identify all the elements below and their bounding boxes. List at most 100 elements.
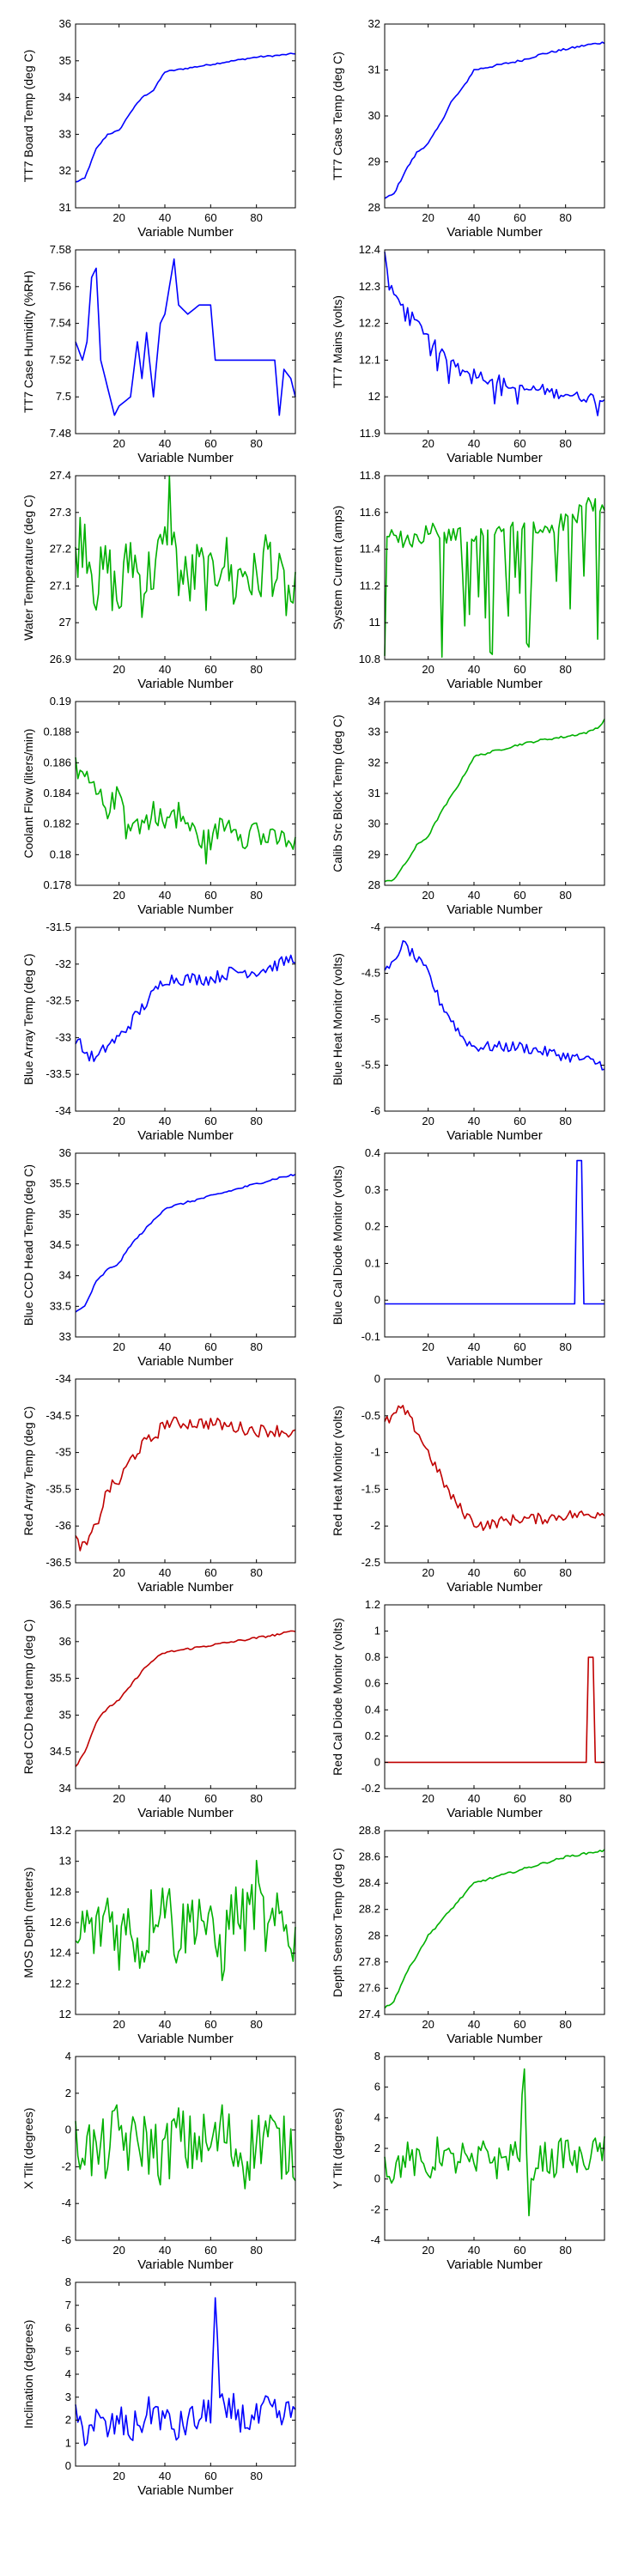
axes-frame bbox=[75, 1604, 296, 1789]
chart-panel-18: 20 40 60 80 27.4 27.6 27.8 28 28.2 28.4 28.6 28.8 Va… bbox=[331, 1824, 605, 2046]
x-axis-label: Variable Number bbox=[137, 1806, 233, 1820]
x-tick-label: 40 bbox=[468, 1566, 480, 1579]
y-tick-label: 11.8 bbox=[360, 469, 380, 482]
x-tick-label: 60 bbox=[513, 2018, 526, 2031]
y-tick-label: -35 bbox=[55, 1446, 71, 1459]
y-tick-label: 27.2 bbox=[50, 543, 71, 556]
y-tick-label: 12.2 bbox=[50, 1977, 71, 1990]
x-tick-label: 20 bbox=[422, 1340, 434, 1353]
y-tick-label: -6 bbox=[61, 2233, 71, 2246]
y-axis-label: Water Temperature (deg C) bbox=[21, 495, 35, 641]
x-tick-label: 80 bbox=[250, 2018, 262, 2031]
y-axis-label: Depth Sensor Temp (deg C) bbox=[331, 1848, 344, 1997]
axes-frame bbox=[384, 23, 605, 209]
y-tick-label: 31 bbox=[368, 64, 380, 76]
x-tick-label: 60 bbox=[204, 1792, 216, 1805]
y-tick-label: -32.5 bbox=[46, 994, 71, 1007]
x-tick-label: 40 bbox=[159, 1566, 171, 1579]
y-tick-label: 34 bbox=[59, 1269, 71, 1282]
y-tick-label: 0.4 bbox=[365, 1146, 380, 1159]
x-tick-label: 40 bbox=[159, 211, 171, 224]
y-tick-label: 27.8 bbox=[359, 1955, 380, 1968]
chart-panel-8: 20 40 60 80 28 29 30 31 32 33 34 Variable Number Cal… bbox=[331, 695, 605, 917]
y-tick-label: 12.8 bbox=[50, 1885, 71, 1898]
y-axis-label: Red CCD head temp (deg C) bbox=[21, 1619, 35, 1775]
y-tick-label: 33 bbox=[368, 726, 380, 738]
y-tick-label: 12.3 bbox=[359, 280, 380, 293]
y-tick-label: 0 bbox=[374, 2172, 380, 2185]
x-tick-label: 60 bbox=[513, 1340, 526, 1353]
x-tick-label: 80 bbox=[250, 437, 262, 450]
axes-frame bbox=[75, 475, 296, 660]
x-tick-label: 60 bbox=[204, 211, 216, 224]
y-tick-label: 0.18 bbox=[50, 848, 71, 860]
x-axis-label: Variable Number bbox=[447, 1128, 542, 1143]
y-tick-label: 0.186 bbox=[43, 756, 71, 769]
y-tick-label: -4 bbox=[61, 2196, 71, 2209]
x-tick-label: 20 bbox=[422, 2244, 434, 2257]
x-tick-label: 20 bbox=[422, 889, 434, 902]
x-axis-label: Variable Number bbox=[447, 2032, 542, 2046]
x-tick-label: 60 bbox=[513, 663, 526, 676]
y-tick-label: 30 bbox=[368, 817, 380, 830]
x-tick-label: 20 bbox=[112, 1566, 125, 1579]
x-tick-label: 40 bbox=[159, 663, 171, 676]
x-tick-label: 80 bbox=[559, 1792, 571, 1805]
y-tick-label: 27.1 bbox=[50, 579, 71, 592]
x-tick-label: 80 bbox=[559, 211, 571, 224]
y-tick-label: 0.3 bbox=[365, 1183, 380, 1196]
x-tick-label: 20 bbox=[422, 211, 434, 224]
axes-frame bbox=[384, 475, 605, 660]
y-tick-label: 35.5 bbox=[50, 1672, 71, 1685]
y-axis-label: Blue Cal Diode Monitor (volts) bbox=[331, 1165, 344, 1325]
y-tick-label: 12.6 bbox=[50, 1916, 71, 1929]
y-tick-label: -36.5 bbox=[46, 1556, 71, 1569]
x-tick-label: 40 bbox=[468, 1792, 480, 1805]
x-tick-label: 80 bbox=[559, 1115, 571, 1127]
chart-panel-11: 20 40 60 80 33 33.5 34 34.5 35 35.5 36 Variable Num… bbox=[21, 1146, 296, 1369]
y-tick-label: 32 bbox=[59, 164, 71, 177]
x-tick-label: 60 bbox=[204, 1115, 216, 1127]
x-tick-label: 60 bbox=[513, 1115, 526, 1127]
y-tick-label: 11.6 bbox=[360, 506, 380, 519]
x-tick-label: 40 bbox=[468, 1115, 480, 1127]
y-tick-label: 0.184 bbox=[43, 787, 71, 799]
y-tick-label: 28.2 bbox=[359, 1903, 380, 1916]
x-tick-label: 40 bbox=[468, 2244, 480, 2257]
y-tick-label: -34 bbox=[55, 1104, 71, 1117]
y-tick-label: 27.4 bbox=[359, 2008, 380, 2020]
series-line bbox=[75, 1859, 296, 1982]
axes-frame bbox=[384, 1830, 605, 2015]
y-tick-label: 33 bbox=[59, 127, 71, 140]
y-tick-label: 7.5 bbox=[56, 390, 71, 403]
y-axis-label: TT7 Case Humidity (%RH) bbox=[21, 270, 35, 413]
x-tick-label: 80 bbox=[559, 663, 571, 676]
y-tick-label: 35 bbox=[59, 54, 71, 67]
y-axis-label: Y Tilt (degrees) bbox=[331, 2108, 344, 2190]
axes-frame bbox=[384, 249, 605, 434]
y-tick-label: 29 bbox=[368, 155, 380, 168]
y-tick-label: 0.178 bbox=[43, 878, 71, 891]
y-axis-label: TT7 Mains (volts) bbox=[331, 295, 344, 388]
x-axis-label: Variable Number bbox=[137, 451, 233, 465]
x-tick-label: 20 bbox=[112, 1340, 125, 1353]
y-tick-label: 28 bbox=[368, 201, 380, 214]
x-tick-label: 80 bbox=[559, 1566, 571, 1579]
y-tick-label: 35 bbox=[59, 1708, 71, 1721]
y-tick-label: 1 bbox=[65, 2436, 71, 2449]
y-tick-label: 7.58 bbox=[50, 243, 71, 256]
y-tick-label: -1.5 bbox=[361, 1482, 380, 1495]
x-tick-label: 20 bbox=[112, 1115, 125, 1127]
x-tick-label: 60 bbox=[513, 1566, 526, 1579]
x-axis-label: Variable Number bbox=[447, 1354, 542, 1369]
y-tick-label: 2 bbox=[65, 2087, 71, 2099]
y-tick-label: 7.54 bbox=[50, 317, 71, 330]
y-tick-label: 6 bbox=[374, 2081, 380, 2093]
y-tick-label: -6 bbox=[370, 1104, 380, 1117]
chart-panel-4: 20 40 60 80 11.9 12 12.1 12.2 12.3 12.4 Variable N… bbox=[331, 243, 605, 465]
y-tick-label: 0 bbox=[65, 2123, 71, 2136]
x-tick-label: 60 bbox=[204, 1340, 216, 1353]
y-tick-label: 12.2 bbox=[359, 317, 380, 330]
y-axis-label: MOS Depth (meters) bbox=[21, 1867, 35, 1978]
